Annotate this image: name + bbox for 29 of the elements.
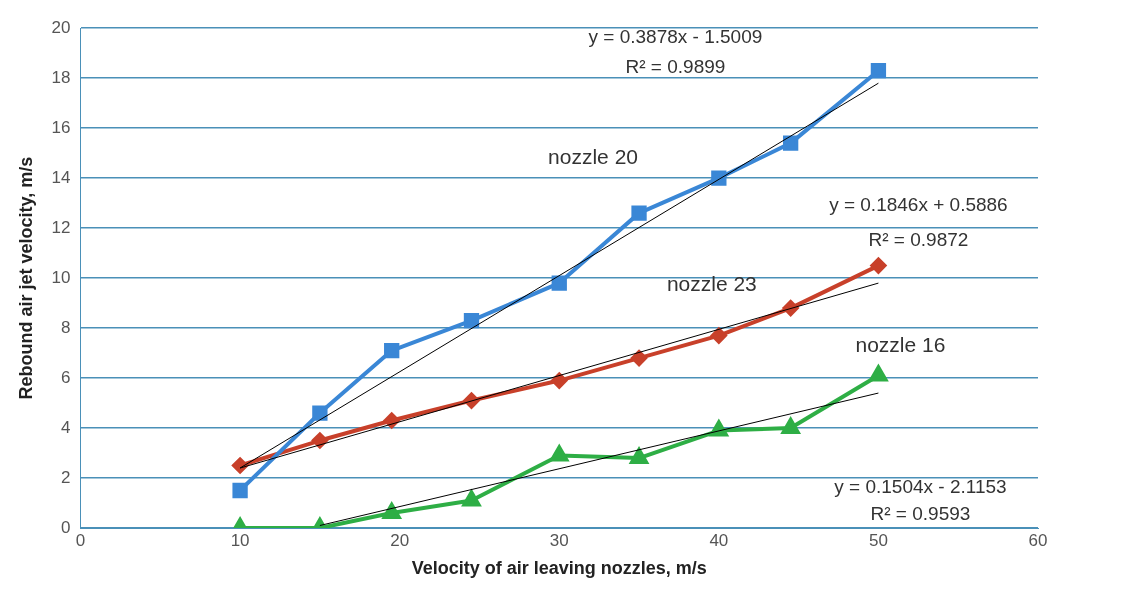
annotation: R² = 0.9899 <box>625 56 726 78</box>
x-tick-label: 0 <box>75 530 86 550</box>
x-tick-label: 10 <box>230 530 250 550</box>
y-tick-label: 18 <box>51 67 71 87</box>
y-tick-label: 4 <box>61 417 71 437</box>
y-tick-label: 8 <box>61 317 71 337</box>
y-tick-label: 2 <box>61 467 71 487</box>
x-tick-label: 20 <box>390 530 410 550</box>
annotation: R² = 0.9872 <box>868 229 969 251</box>
y-axis-title: Rebound air jet velocity, m/s <box>15 156 36 400</box>
y-tick-label: 10 <box>51 267 71 287</box>
series-label: nozzle 23 <box>666 272 757 296</box>
annotation: y = 0.3878x - 1.5009 <box>588 26 763 48</box>
x-tick-label: 30 <box>549 530 569 550</box>
x-axis-title: Velocity of air leaving nozzles, m/s <box>411 558 707 579</box>
y-tick-label: 6 <box>61 367 71 387</box>
y-tick-label: 14 <box>51 167 71 187</box>
x-tick-label: 60 <box>1028 530 1048 550</box>
annotation: y = 0.1846x + 0.5886 <box>829 194 1008 216</box>
x-tick-label: 50 <box>868 530 888 550</box>
y-tick-label: 20 <box>51 17 71 37</box>
y-tick-label: 12 <box>51 217 71 237</box>
series-label: nozzle 16 <box>855 333 946 357</box>
annotation: y = 0.1504x - 2.1153 <box>834 476 1007 498</box>
annotation: R² = 0.9593 <box>870 503 971 525</box>
y-tick-label: 0 <box>61 517 71 537</box>
x-tick-label: 40 <box>709 530 729 550</box>
y-tick-label: 16 <box>51 117 71 137</box>
series-label: nozzle 20 <box>548 144 638 168</box>
